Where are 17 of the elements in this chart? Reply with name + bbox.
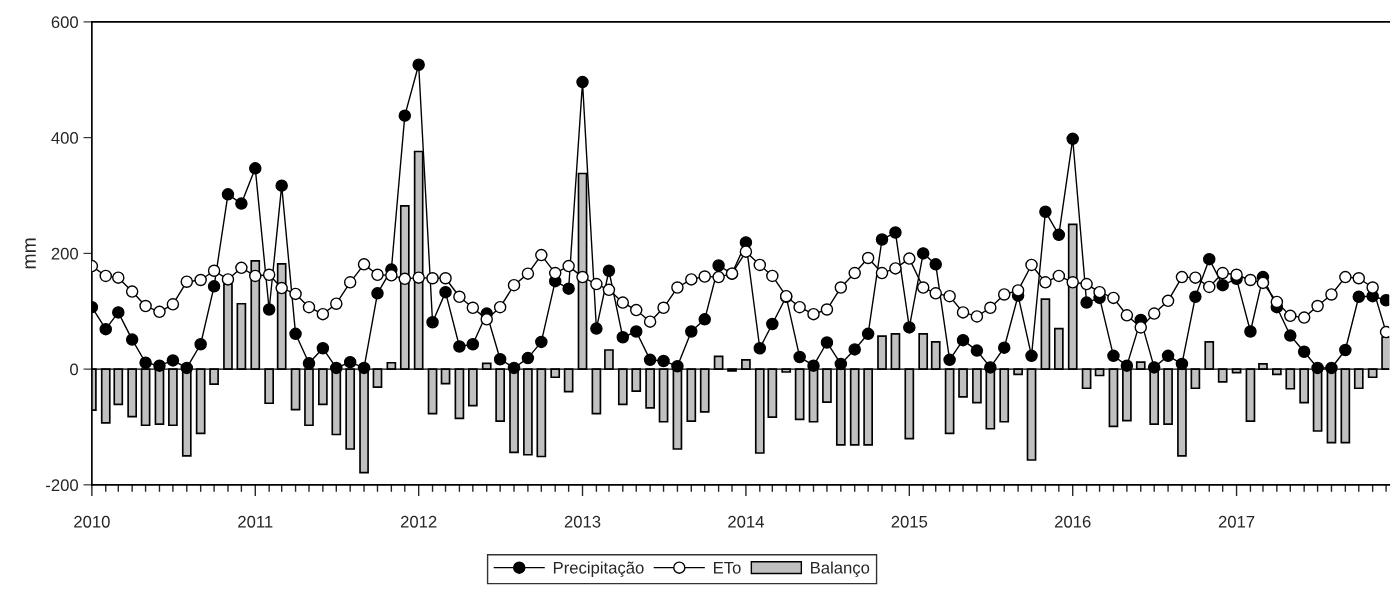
y-tick-label: 600 <box>51 16 79 29</box>
y-tick-label: 400 <box>51 132 79 144</box>
x-tick-label: 2016 <box>1055 515 1091 528</box>
x-tick-label: 2012 <box>400 515 437 528</box>
y-tick-label: -200 <box>46 479 79 492</box>
y-tick-label: 0 <box>70 363 79 376</box>
legend-label: Precipitação <box>553 561 644 577</box>
y-axis-title: mm <box>25 238 36 269</box>
x-tick-label: 2013 <box>564 515 601 528</box>
y-tick-label: 200 <box>51 247 79 260</box>
legend-label: Balanço <box>811 561 870 577</box>
legend-label: ETo <box>714 562 741 574</box>
x-tick-label: 2010 <box>74 515 110 528</box>
x-tick-label: 2015 <box>891 515 928 528</box>
x-tick-label: 2017 <box>1218 515 1255 528</box>
x-tick-label: 2014 <box>728 515 764 528</box>
x-tick-label: 2011 <box>238 515 273 528</box>
